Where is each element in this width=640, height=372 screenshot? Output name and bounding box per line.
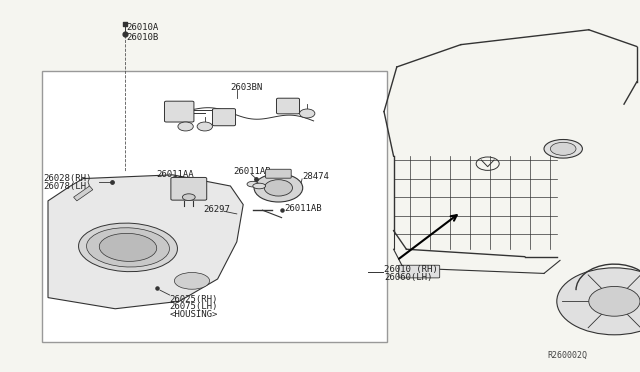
Ellipse shape <box>544 140 582 158</box>
Text: 26078(LH): 26078(LH) <box>44 182 92 191</box>
Circle shape <box>178 122 193 131</box>
Ellipse shape <box>79 223 177 272</box>
Text: R260002Q: R260002Q <box>547 351 588 360</box>
Text: 26060(LH): 26060(LH) <box>384 273 433 282</box>
FancyBboxPatch shape <box>212 109 236 126</box>
Point <box>120 21 130 27</box>
Polygon shape <box>48 175 243 309</box>
FancyBboxPatch shape <box>266 169 291 178</box>
FancyBboxPatch shape <box>399 265 440 278</box>
Circle shape <box>557 268 640 335</box>
Text: 26010 (RH): 26010 (RH) <box>384 265 438 274</box>
Text: 26010A: 26010A <box>126 23 158 32</box>
FancyBboxPatch shape <box>42 71 387 342</box>
Text: 26297: 26297 <box>204 205 230 214</box>
FancyBboxPatch shape <box>276 98 300 114</box>
Ellipse shape <box>174 272 210 289</box>
Text: 26011AB: 26011AB <box>285 204 323 213</box>
Text: 26011AA: 26011AA <box>157 170 195 179</box>
Ellipse shape <box>253 183 266 189</box>
Point <box>120 31 130 37</box>
Text: 26025(RH): 26025(RH) <box>170 295 218 304</box>
Text: 26011AB: 26011AB <box>234 167 271 176</box>
Text: 26028(RH): 26028(RH) <box>44 174 92 183</box>
Ellipse shape <box>86 228 170 267</box>
Circle shape <box>197 122 212 131</box>
Ellipse shape <box>247 182 259 187</box>
Circle shape <box>300 109 315 118</box>
Point <box>152 285 162 291</box>
Ellipse shape <box>182 194 195 201</box>
Point <box>107 179 117 185</box>
Text: 28474: 28474 <box>302 172 329 181</box>
FancyBboxPatch shape <box>171 177 207 200</box>
Point <box>251 176 261 182</box>
Text: 26010B: 26010B <box>126 33 158 42</box>
Circle shape <box>589 286 640 316</box>
Text: <HOUSING>: <HOUSING> <box>170 310 218 319</box>
Circle shape <box>264 180 292 196</box>
Text: 2603BN: 2603BN <box>230 83 262 92</box>
Text: 26075(LH): 26075(LH) <box>170 302 218 311</box>
FancyBboxPatch shape <box>164 101 194 122</box>
Circle shape <box>254 174 303 202</box>
Polygon shape <box>74 186 93 201</box>
Ellipse shape <box>99 233 157 262</box>
Ellipse shape <box>550 142 576 155</box>
Point <box>276 207 287 213</box>
